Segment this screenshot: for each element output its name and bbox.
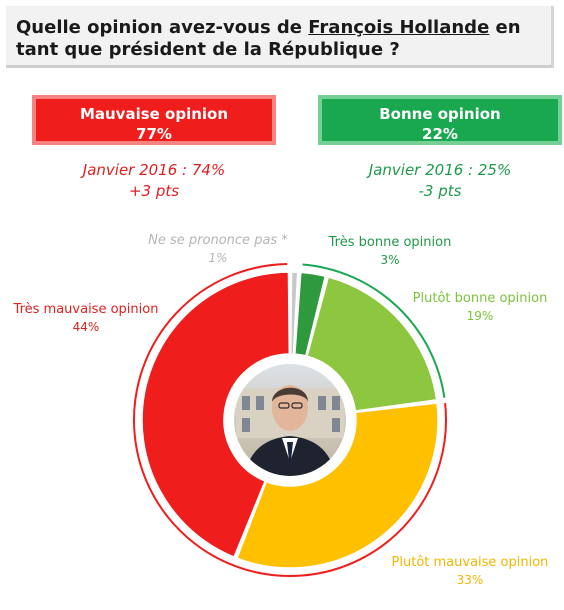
good-opinion-arc (302, 263, 446, 398)
slice-value-4: 44% (73, 320, 100, 334)
bad-opinion-arc (133, 263, 447, 577)
slice-value-2: 19% (467, 309, 494, 323)
slice-value-3: 33% (457, 573, 484, 587)
slice-label-1: Très bonne opinion (328, 235, 452, 250)
slice-label-0: Ne se prononce pas * (148, 233, 288, 248)
president-portrait (224, 354, 356, 486)
summary-bad-label: Mauvaise opinion (79, 105, 229, 123)
summary-good-label: Bonne opinion (379, 105, 501, 123)
compare-good: Janvier 2016 : 25% -3 pts (318, 160, 562, 202)
summary-bad-value: 77% (136, 125, 172, 143)
slice-labels: Ne se prononce pas * 1% Très bonne opinion… (13, 233, 549, 587)
outer-arcs (133, 263, 447, 577)
compare-bad-previous: Janvier 2016 : 74% (82, 161, 226, 179)
slice-label-4: Très mauvaise opinion (13, 302, 159, 317)
summary-good-opinion: Bonne opinion 22% (318, 95, 562, 145)
slice-label-3: Plutôt mauvaise opinion (392, 555, 549, 570)
slice-label-2: Plutôt bonne opinion (413, 291, 548, 306)
compare-good-previous: Janvier 2016 : 25% (368, 161, 512, 179)
slice-value-1: 3% (380, 253, 399, 267)
compare-bad-delta: +3 pts (128, 182, 180, 200)
summary-bad-opinion: Mauvaise opinion 77% (32, 95, 276, 145)
question-box: Quelle opinion avez-vous de François Hol… (6, 6, 554, 68)
question-title: Quelle opinion avez-vous de François Hol… (16, 17, 536, 61)
compare-bad: Janvier 2016 : 74% +3 pts (32, 160, 276, 202)
question-subject-name: François Hollande (308, 17, 490, 38)
compare-good-delta: -3 pts (418, 182, 462, 200)
summary-good-value: 22% (422, 125, 458, 143)
question-prefix: Quelle opinion avez-vous de (16, 17, 309, 38)
slice-value-0: 1% (208, 251, 227, 265)
question-suffix: en tant que président de la République ? (16, 17, 521, 60)
